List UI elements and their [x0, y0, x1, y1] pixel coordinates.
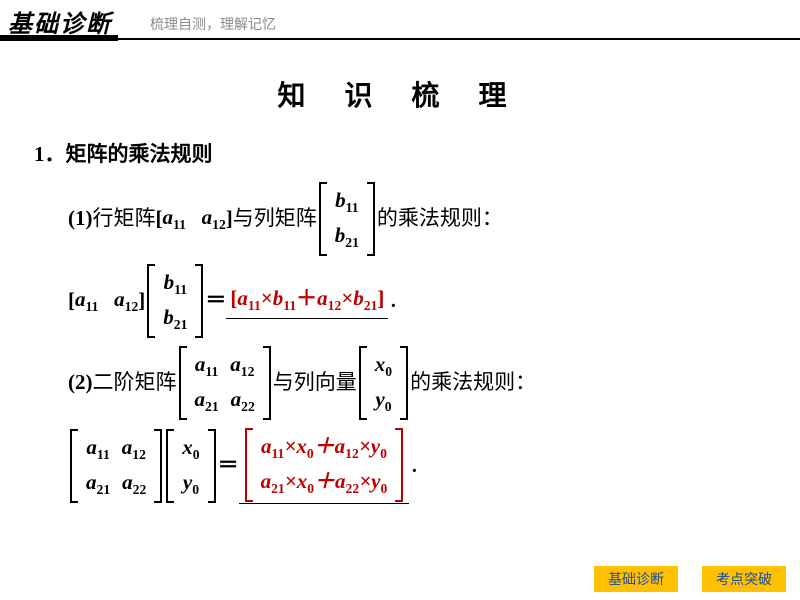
item-2-equation: a11a12a21a22x0y0＝a11×x0＋a12×y0a21×x0＋a22…	[68, 428, 766, 504]
eq2-lhs-v: x0y0	[166, 429, 215, 503]
section-heading: 1．矩阵的乘法规则	[34, 138, 766, 172]
header: 基础诊断 梳理自测，理解记忆	[0, 0, 800, 42]
item-2-prefix: (2)	[68, 366, 93, 400]
item-2-mid: 与列向量	[273, 366, 357, 400]
section-number: 1．	[34, 142, 66, 166]
item-2-desc: (2)二阶矩阵a11a12a21a22与列向量x0y0的乘法规则：	[68, 346, 766, 420]
eq2-rhs: a11×x0＋a12×y0a21×x0＋a22×y0	[239, 428, 410, 504]
item-1-col-matrix: b11b21	[319, 182, 375, 256]
header-title: 基础诊断	[8, 4, 112, 39]
section-title: 矩阵的乘法规则	[66, 142, 213, 166]
item-2-label-a: 二阶矩阵	[93, 366, 177, 400]
item-1-mid: 与列矩阵	[233, 202, 317, 236]
page-title: 知 识 梳 理	[0, 74, 800, 114]
eq2-lhs-m: a11a12a21a22	[70, 429, 162, 503]
item-2-col-vec: x0y0	[359, 346, 408, 420]
item-1-label-a: 行矩阵	[93, 202, 156, 236]
eq1-rhs: [a11×b11＋a12×b21]	[226, 282, 388, 319]
item-1-desc: (1)行矩阵[a11 a12]与列矩阵b11b21的乘法规则：	[68, 182, 766, 256]
item-1-equation: [a11 a12]b11b21＝[a11×b11＋a12×b21]．	[68, 264, 766, 338]
header-subtitle: 梳理自测，理解记忆	[150, 14, 276, 34]
item-2-suffix: 的乘法规则：	[410, 366, 536, 400]
content: 1．矩阵的乘法规则 (1)行矩阵[a11 a12]与列矩阵b11b21的乘法规则…	[0, 138, 800, 504]
eq1-period: ．	[388, 284, 409, 318]
item-1-prefix: (1)	[68, 202, 93, 236]
eq1-lhs-col: b11b21	[147, 264, 203, 338]
footer-btn-diagnosis[interactable]: 基础诊断	[594, 566, 678, 592]
eq2-period: ．	[409, 449, 430, 483]
header-line	[0, 38, 800, 40]
footer: 基础诊断 考点突破	[594, 566, 786, 592]
footer-btn-breakthrough[interactable]: 考点突破	[702, 566, 786, 592]
item-2-matrix2x2: a11a12a21a22	[179, 346, 271, 420]
item-1-suffix: 的乘法规则：	[377, 202, 503, 236]
